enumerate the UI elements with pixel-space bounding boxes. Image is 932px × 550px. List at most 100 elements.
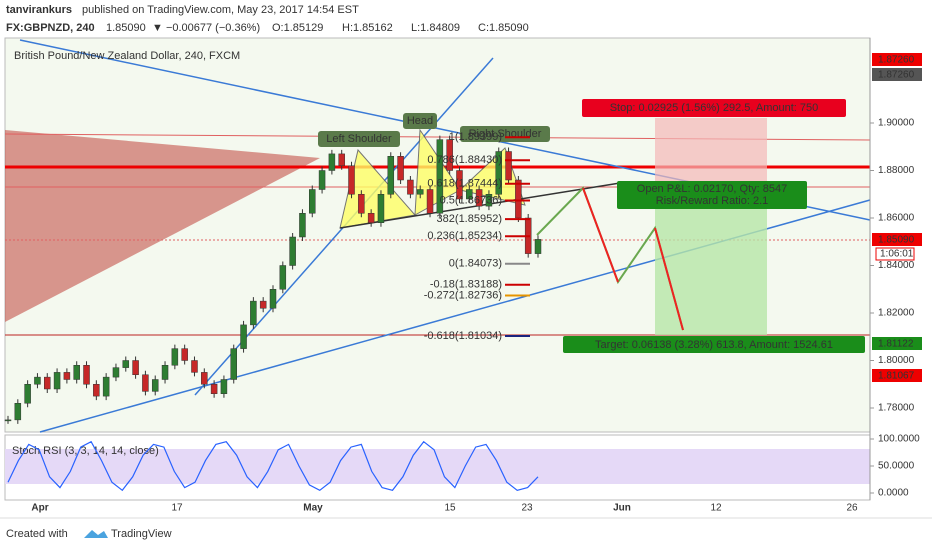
tick-label: 1.78000 [878, 403, 915, 414]
candle [358, 194, 365, 214]
candle [456, 170, 463, 200]
price-label: 1.87260 [878, 55, 915, 66]
candle [279, 265, 287, 290]
pnl: Open P&L: 0.02170, Qty: 8547 [637, 183, 787, 195]
logo [84, 530, 108, 538]
fib-label: 0.618(1.87444) [427, 178, 502, 190]
time-label: Apr [31, 503, 48, 514]
candle [210, 384, 218, 394]
tick-label: 100.0000 [878, 434, 920, 445]
stop-zone [655, 118, 767, 182]
candle [495, 151, 502, 195]
price-axis: 1.90000 1.88000 1.86000 1.84000 1.82000 1.800… [870, 118, 915, 414]
left-shoulder: Left Shoulder [326, 133, 392, 145]
fib-label: -0.272(1.82736) [424, 289, 502, 301]
candle [102, 376, 110, 397]
high: H:1.85162 [342, 22, 393, 34]
head-label: Head [407, 115, 433, 127]
target-price: 1.81122 [878, 339, 914, 350]
pnl-box [617, 181, 807, 209]
candle [171, 348, 179, 366]
candle [475, 189, 483, 207]
time-label: 17 [171, 503, 183, 514]
candle [220, 379, 228, 394]
stoch-k [7, 440, 539, 492]
candle [416, 189, 424, 195]
candle [515, 179, 522, 219]
chart-title: British Pound/New Zealand Dollar, 240, F… [14, 50, 240, 62]
candle [367, 213, 375, 223]
candle [151, 379, 159, 392]
candle [44, 376, 51, 390]
fib-label: 0.236(1.85234) [427, 230, 502, 242]
candle [259, 300, 267, 309]
candle [299, 213, 306, 238]
target-box [563, 336, 865, 353]
tick-label: 1.80000 [878, 355, 915, 366]
candle [466, 189, 473, 200]
label-box [403, 113, 437, 129]
price-tag [872, 53, 922, 66]
price-tag [872, 233, 922, 246]
wedge [5, 130, 320, 322]
close: C:1.85090 [478, 22, 529, 34]
candle [485, 194, 493, 207]
candle [338, 153, 345, 166]
candle [534, 239, 542, 254]
price-tag [872, 68, 922, 81]
tick-label: 1.88000 [878, 165, 915, 176]
low: L:1.84809 [411, 22, 460, 34]
current-price: 1.85090 [878, 235, 915, 246]
candle [426, 189, 434, 214]
price-label: 1.87260 [878, 70, 915, 81]
candle [83, 365, 90, 385]
change: ▼ −0.00677 (−0.36%) [152, 22, 260, 34]
candle [269, 289, 277, 309]
oscillator: 100.0000 50.0000 0.0000 [7, 434, 920, 499]
candle [377, 194, 385, 223]
fib-label: 1(1.89399) [449, 131, 502, 143]
fibonacci: 1(1.89399) 0.786(1.88430) 0.618(1.87444) 0.… [424, 131, 530, 342]
candle [34, 376, 41, 385]
candle [201, 372, 208, 385]
countdown: 1:06:01 [880, 249, 914, 260]
oscillator-band [5, 449, 870, 484]
oscillator-title: Stoch RSI (3, 3, 14, 14, close) [12, 445, 159, 457]
tick-label: 1.84000 [878, 260, 915, 271]
candle [250, 300, 257, 326]
candle [407, 179, 414, 195]
candle [191, 360, 198, 373]
candle [505, 151, 512, 181]
target: Target: 0.06138 (3.28%) 613.8, Amount: 1… [595, 339, 833, 351]
candle [14, 403, 22, 421]
candle [122, 360, 130, 368]
price-label: 1.81067 [878, 371, 915, 382]
risk-reward: Risk/Reward Ratio: 2.1 [656, 195, 769, 207]
candle [63, 372, 71, 380]
candle [161, 365, 169, 380]
tick-label: 1.86000 [878, 213, 915, 224]
projection [582, 187, 619, 283]
fib-label: 0.5(1.86736) [440, 194, 502, 206]
brand[interactable]: TradingView [111, 528, 172, 540]
label-box [318, 131, 400, 147]
candle [328, 153, 336, 171]
fib-label: -0.18(1.83188) [430, 279, 502, 291]
candle [289, 236, 296, 266]
stop-box [582, 99, 846, 117]
candle [24, 384, 31, 404]
time-label: May [303, 503, 323, 514]
candle [142, 374, 149, 392]
candle [4, 419, 12, 422]
tick-label: 1.90000 [878, 118, 915, 129]
candle [230, 348, 237, 380]
symbol: FX:GBPNZD, 240 [6, 22, 95, 34]
candle [132, 360, 139, 375]
stop: Stop: 0.02925 (1.56%) 292.5, Amount: 750 [610, 102, 819, 114]
candle [181, 348, 188, 361]
fib-label: -0.618(1.81034) [424, 330, 502, 342]
candle [112, 367, 120, 378]
author[interactable]: tanvirankurs [6, 4, 72, 16]
candle [93, 384, 100, 397]
